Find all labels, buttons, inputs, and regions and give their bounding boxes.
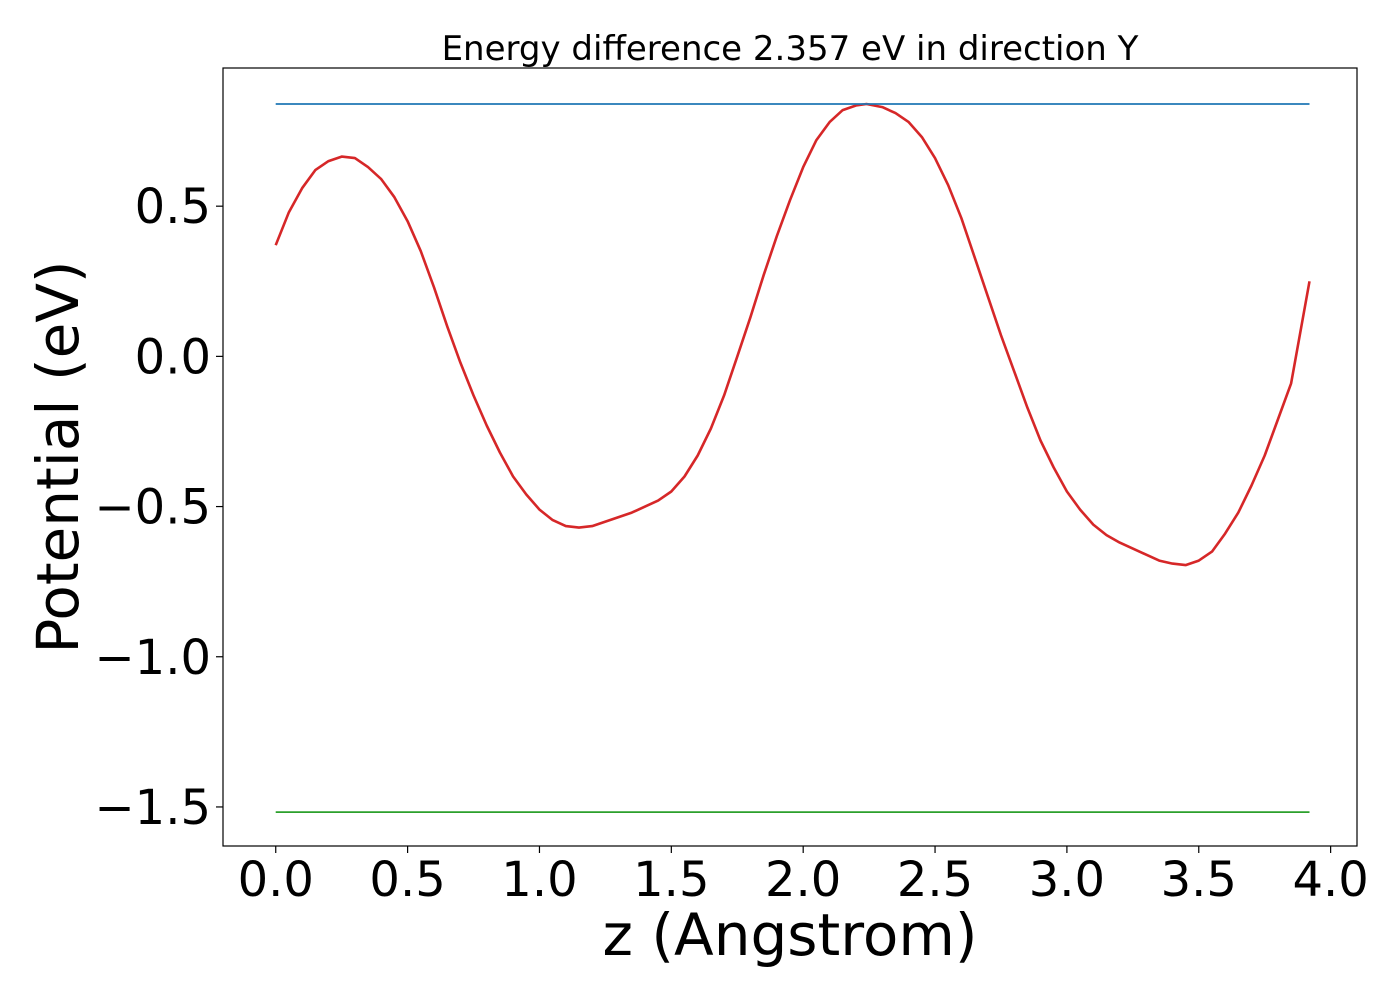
plot-area xyxy=(274,102,1311,813)
x-tick-label: 3.5 xyxy=(1161,852,1237,908)
plot-frame xyxy=(222,67,1358,847)
x-tick-label: 0.0 xyxy=(238,852,314,908)
y-axis-label: Potential (eV) xyxy=(24,260,92,653)
x-tick-label: 2.5 xyxy=(897,852,973,908)
y-axis: 0.5 0.0 −0.5 −1.0 −1.5 xyxy=(94,179,223,836)
x-axis-label: z (Angstrom) xyxy=(603,901,978,969)
x-tick-label: 1.0 xyxy=(501,852,577,908)
x-axis: 0.0 0.5 1.0 1.5 2.0 2.5 3.0 3.5 4.0 xyxy=(238,846,1369,908)
y-tick-label: −0.5 xyxy=(94,480,211,536)
x-tick-label: 1.5 xyxy=(633,852,709,908)
y-tick-label: 0.0 xyxy=(135,329,211,385)
series-line-0 xyxy=(274,102,1311,567)
y-tick-label: −1.0 xyxy=(94,630,211,686)
y-tick-label: −1.5 xyxy=(94,780,211,836)
x-tick-label: 0.5 xyxy=(369,852,445,908)
x-tick-label: 2.0 xyxy=(765,852,841,908)
y-tick-label: 0.5 xyxy=(135,179,211,235)
x-tick-label: 4.0 xyxy=(1292,852,1368,908)
chart-title: Energy difference 2.357 eV in direction … xyxy=(442,29,1139,69)
x-tick-label: 3.0 xyxy=(1029,852,1105,908)
